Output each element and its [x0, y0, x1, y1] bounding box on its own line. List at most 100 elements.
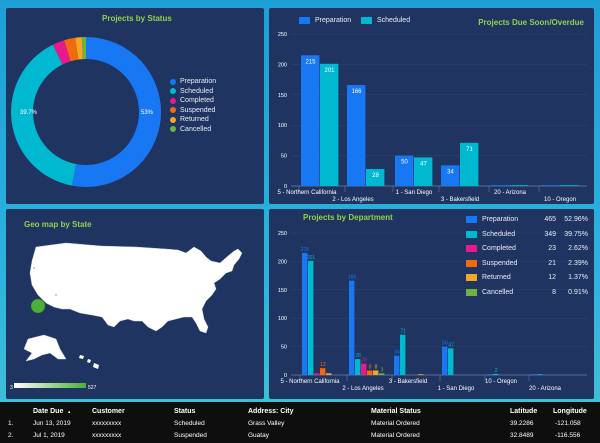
- bar-scheduled-4[interactable]: [510, 185, 529, 186]
- legend-count: 8: [552, 288, 556, 296]
- y-tick-label: 50: [281, 345, 287, 351]
- bar-scheduled-3[interactable]: [448, 348, 454, 375]
- due-legend-preparation[interactable]: Preparation: [299, 17, 351, 24]
- legend-percent: 0.91%: [568, 288, 588, 296]
- dept-legend-item-completed[interactable]: Completed 23 2.62%: [466, 245, 588, 252]
- header-label: Date Due: [33, 408, 64, 415]
- bar-scheduled-1[interactable]: [366, 168, 385, 186]
- table-cell-num: 1.: [8, 420, 14, 427]
- table-cell-status: Suspended: [174, 432, 207, 439]
- y-tick-label: 0: [284, 373, 287, 379]
- bar-preparation-3[interactable]: [441, 165, 460, 186]
- table-cell-date: Jul 1, 2019: [33, 432, 65, 439]
- us-map[interactable]: 3 527: [6, 209, 264, 399]
- bar-value-label: 34: [447, 169, 454, 175]
- legend-label: Scheduled: [482, 230, 516, 238]
- bar-preparation-3[interactable]: [442, 346, 448, 375]
- table-cell-material: Material Ordered: [371, 420, 420, 427]
- due-bar-chart[interactable]: 0 50 100 150 200 250 5 - Northern California2 …: [269, 8, 594, 204]
- bar-scheduled-0[interactable]: [308, 260, 314, 375]
- bar-scheduled-4[interactable]: [493, 373, 499, 375]
- bar-scheduled-1[interactable]: [355, 359, 361, 375]
- dept-legend-item-suspended[interactable]: Suspended 21 2.39%: [466, 259, 588, 267]
- col-header-customer[interactable]: Customer: [92, 408, 125, 415]
- bar-value-label: 47: [420, 161, 427, 167]
- col-header-status[interactable]: Status: [174, 408, 196, 415]
- legend-swatch: [466, 245, 477, 252]
- x-category-label: 5 - Northern California: [277, 190, 337, 196]
- bar-scheduled-3[interactable]: [460, 142, 479, 186]
- status-donut[interactable]: 53% 39.7%: [6, 8, 264, 204]
- bar-preparation-2[interactable]: [395, 155, 414, 186]
- y-tick-label: 250: [278, 32, 287, 38]
- bar-scheduled-2[interactable]: [400, 334, 406, 375]
- col-header-longitude[interactable]: Longitude: [553, 408, 587, 415]
- bar-value-label: 8: [369, 364, 372, 370]
- geo-panel: Geo map by State 3 527: [6, 209, 264, 399]
- bar-cancelled-1[interactable]: [379, 373, 385, 375]
- legend-dot: [170, 97, 176, 104]
- bar-completed-1[interactable]: [361, 363, 367, 375]
- bar-scheduled-2[interactable]: [414, 157, 433, 186]
- donut-slice-suspended[interactable]: [64, 37, 79, 62]
- bar-scheduled-5[interactable]: [560, 185, 579, 186]
- dept-legend-item-scheduled[interactable]: Scheduled 349 39.75%: [466, 230, 588, 238]
- bar-suspended-1[interactable]: [367, 370, 373, 375]
- bar-preparation-5[interactable]: [531, 374, 537, 375]
- table-cell-city: Guatay: [248, 432, 269, 439]
- bar-preparation-2[interactable]: [394, 355, 400, 375]
- bar-returned-2[interactable]: [418, 374, 424, 375]
- table-cell-material: Material Ordered: [371, 432, 420, 439]
- status-legend-item-suspended[interactable]: Suspended: [170, 107, 215, 114]
- bar-returned-0[interactable]: [326, 373, 332, 375]
- bar-preparation-4[interactable]: [487, 374, 493, 375]
- bar-scheduled-5[interactable]: [537, 374, 543, 375]
- donut-slice-preparation[interactable]: [71, 37, 161, 187]
- california-bubble[interactable]: [30, 298, 46, 314]
- dept-legend-item-returned[interactable]: Returned 12 1.37%: [466, 274, 588, 281]
- col-header-latitude[interactable]: Latitude: [510, 408, 538, 415]
- bar-value-label: 3: [381, 367, 384, 373]
- donut-slice-completed[interactable]: [52, 40, 71, 65]
- x-category-label: 10 - Oregon: [544, 197, 576, 203]
- x-category-label: 20 - Arizona: [494, 190, 527, 196]
- bar-preparation-1[interactable]: [349, 280, 355, 375]
- x-category-label: 2 - Los Angeles: [342, 386, 383, 392]
- bar-preparation-0[interactable]: [301, 55, 320, 186]
- dept-legend-item-cancelled[interactable]: Cancelled 8 0.91%: [466, 288, 588, 296]
- status-legend-item-preparation[interactable]: Preparation: [170, 78, 216, 85]
- donut-label-scheduled: 39.7%: [20, 110, 38, 116]
- legend-count: 12: [548, 274, 556, 281]
- idaho-dot: [32, 266, 36, 270]
- due-legend-scheduled[interactable]: Scheduled: [361, 17, 410, 24]
- donut-slice-returned[interactable]: [75, 37, 84, 60]
- bar-preparation-4[interactable]: [491, 185, 510, 186]
- status-legend-item-cancelled[interactable]: Cancelled: [170, 126, 211, 133]
- legend-count: 23: [548, 245, 556, 252]
- bar-value-label: 8: [375, 364, 378, 370]
- status-legend-item-scheduled[interactable]: Scheduled: [170, 88, 213, 95]
- legend-count: 465: [544, 216, 556, 223]
- legend-percent: 1.37%: [568, 274, 588, 281]
- bar-value-label: 28: [355, 353, 361, 359]
- col-header-material[interactable]: Material Status: [371, 408, 421, 415]
- bar-returned-1[interactable]: [373, 370, 379, 375]
- status-legend-item-returned[interactable]: Returned: [170, 116, 209, 123]
- status-legend-item-completed[interactable]: Completed: [170, 97, 214, 104]
- y-tick-label: 150: [278, 93, 287, 99]
- dept-panel-title: Projects by Department: [303, 213, 393, 222]
- bar-completed-0[interactable]: [314, 373, 320, 375]
- bar-preparation-1[interactable]: [347, 85, 366, 186]
- bar-preparation-5[interactable]: [541, 185, 560, 186]
- col-header-city[interactable]: Address: City: [248, 408, 294, 415]
- donut-slice-scheduled[interactable]: [10, 44, 77, 186]
- bar-preparation-0[interactable]: [302, 252, 308, 375]
- sort-asc-icon[interactable]: ▲: [67, 409, 72, 414]
- bar-suspended-0[interactable]: [320, 368, 326, 375]
- bar-scheduled-0[interactable]: [320, 63, 339, 186]
- col-header-date[interactable]: Date Due ▲: [33, 408, 71, 415]
- donut-slice-cancelled[interactable]: [81, 37, 86, 60]
- dept-legend-item-preparation[interactable]: Preparation 465 52.96%: [466, 216, 588, 223]
- legend-label: Preparation: [315, 17, 352, 24]
